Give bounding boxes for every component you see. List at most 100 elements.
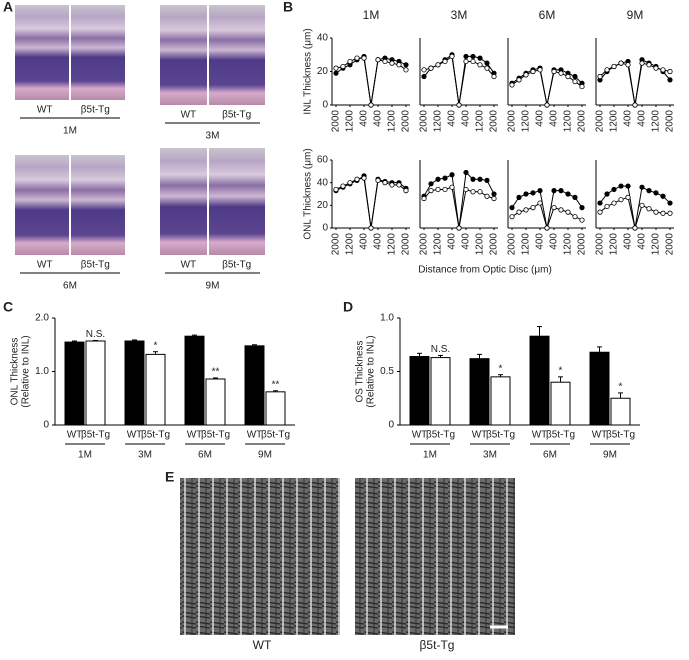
- series-line: [335, 57, 407, 106]
- point: [611, 63, 617, 70]
- series-label: WT: [532, 430, 548, 441]
- point: [428, 65, 434, 71]
- genotype-label: WT: [181, 260, 197, 271]
- series-label: β5t-Tg: [486, 430, 515, 441]
- y-tick-label: 0.5: [380, 366, 394, 377]
- point: [449, 184, 455, 190]
- column-title: 3M: [451, 8, 468, 22]
- panel-letter: A: [3, 0, 13, 15]
- annotation: N.S.: [431, 344, 450, 355]
- series-label: β5t-Tg: [261, 430, 290, 441]
- point: [389, 182, 395, 188]
- point: [509, 205, 515, 211]
- series-label: β5t-Tg: [201, 430, 230, 441]
- y-axis-label: (Relative to INL): [21, 335, 32, 407]
- x-tick-label: 1200: [521, 110, 532, 133]
- x-tick-label: 1200: [609, 110, 620, 133]
- y-tick-label: 1.0: [35, 366, 49, 377]
- point: [632, 225, 638, 231]
- point: [516, 77, 522, 83]
- x-tick-label: 400: [359, 233, 370, 250]
- genotype-label: β5t-Tg: [81, 105, 110, 116]
- annotation: *: [499, 363, 503, 374]
- x-tick-label: 400: [447, 233, 458, 250]
- point: [604, 203, 610, 210]
- series-label: β5t-Tg: [426, 430, 455, 441]
- point: [368, 102, 374, 108]
- point: [477, 189, 483, 195]
- point: [544, 225, 550, 231]
- bar: [610, 397, 631, 426]
- histology-image: [160, 5, 265, 105]
- bar: [529, 335, 550, 426]
- point: [354, 55, 360, 61]
- x-tick-label: 400: [637, 110, 648, 127]
- bar: [490, 376, 511, 426]
- series-line: [423, 171, 495, 229]
- panel-letter: B: [283, 0, 293, 15]
- bar: [184, 335, 205, 426]
- age-label: 9M: [206, 281, 220, 292]
- annotation: **: [272, 379, 280, 390]
- point: [491, 195, 497, 202]
- point: [403, 188, 409, 194]
- point: [333, 186, 339, 193]
- x-tick-label: 1200: [651, 233, 662, 256]
- x-tick-label: 400: [461, 110, 472, 127]
- point: [667, 68, 673, 75]
- point: [653, 209, 659, 215]
- x-tick-label: 2000: [331, 233, 342, 256]
- point: [463, 53, 469, 60]
- y-tick-label: 2.0: [35, 313, 49, 324]
- point: [653, 190, 659, 196]
- series-line: [511, 67, 583, 106]
- point: [653, 65, 659, 71]
- x-tick-label: 400: [535, 233, 546, 250]
- point: [611, 186, 617, 193]
- point: [484, 193, 490, 199]
- point: [551, 188, 557, 194]
- series-line: [423, 53, 495, 106]
- point: [646, 62, 652, 68]
- x-tick-label: 400: [373, 233, 384, 250]
- y-axis-label: OS Thickness: [355, 340, 366, 402]
- age-label: 3M: [206, 131, 220, 142]
- point: [660, 193, 666, 199]
- point: [382, 180, 388, 186]
- point: [639, 184, 645, 190]
- series-line: [335, 175, 407, 229]
- point: [449, 172, 455, 178]
- series-line: [423, 186, 495, 229]
- bar: [409, 356, 430, 426]
- point: [347, 58, 353, 65]
- x-tick-label: 1200: [433, 110, 444, 133]
- point: [660, 210, 666, 216]
- series-label: WT: [187, 430, 203, 441]
- point: [639, 202, 645, 208]
- point: [347, 180, 353, 186]
- point: [484, 65, 490, 71]
- column-title: 9M: [627, 8, 644, 22]
- point: [523, 72, 529, 78]
- point: [660, 67, 666, 73]
- point: [463, 186, 469, 193]
- bar: [430, 357, 451, 426]
- point: [421, 195, 427, 202]
- series-line: [599, 59, 671, 106]
- bar: [64, 341, 85, 426]
- em-label: β5t-Tg: [420, 638, 455, 652]
- point: [403, 62, 409, 68]
- point: [530, 190, 536, 196]
- point: [537, 200, 543, 206]
- point: [361, 175, 367, 181]
- x-tick-label: 3M: [483, 450, 497, 461]
- annotation: *: [559, 365, 563, 376]
- bar: [205, 378, 226, 426]
- point: [456, 102, 462, 108]
- bar: [244, 345, 265, 426]
- point: [544, 102, 550, 108]
- point: [421, 67, 427, 73]
- x-tick-label: 2000: [331, 110, 342, 133]
- bar: [265, 391, 286, 426]
- point: [667, 210, 673, 216]
